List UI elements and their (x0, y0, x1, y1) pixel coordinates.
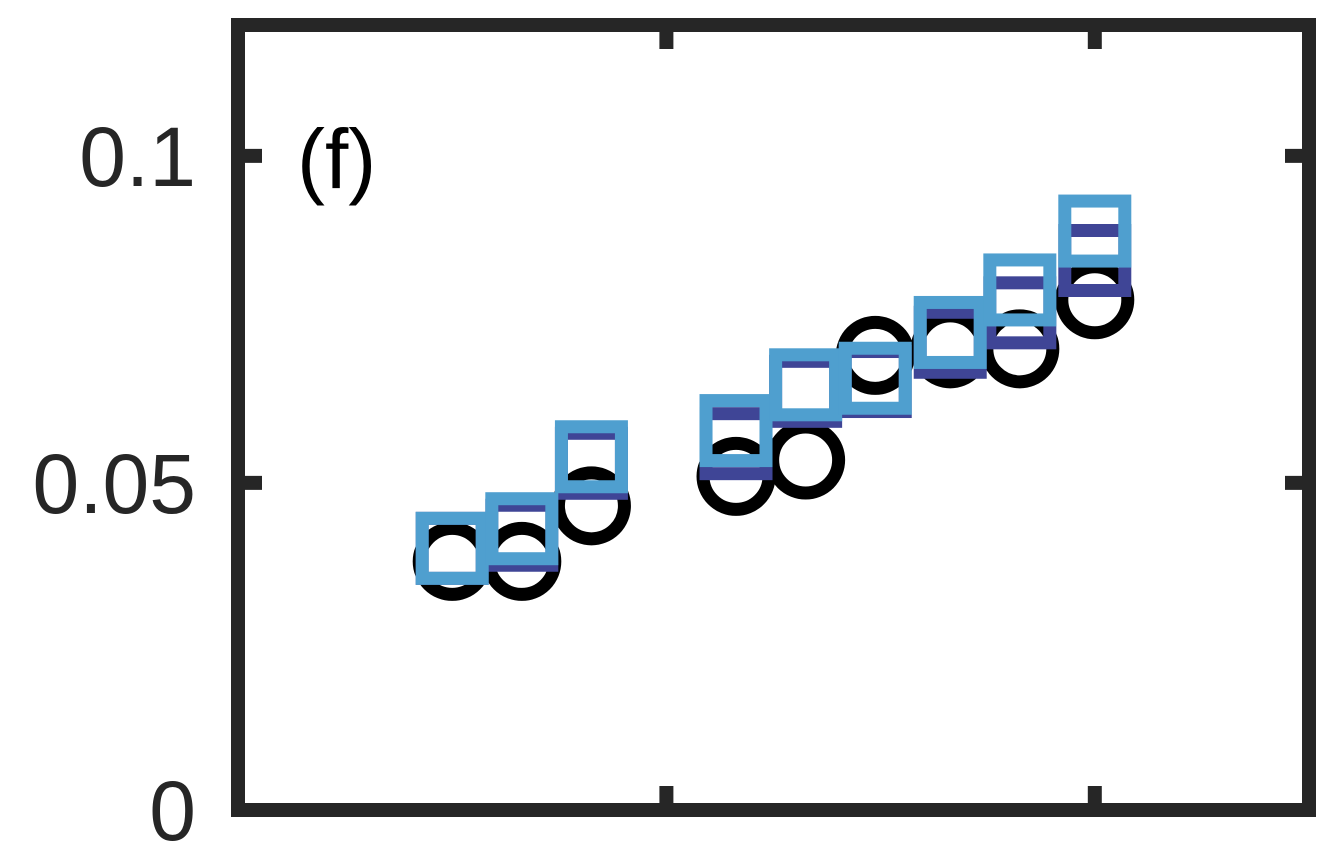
series-3 (415, 194, 1132, 585)
square-point (554, 420, 628, 494)
square-point (983, 253, 1057, 327)
plot-frame (231, 18, 1316, 817)
square-point (913, 295, 987, 369)
data-marks (412, 194, 1135, 601)
circle-point (551, 466, 631, 546)
square-point (769, 348, 843, 422)
square-point (1058, 194, 1132, 268)
circle-point (1055, 260, 1135, 340)
square-point (415, 511, 489, 585)
square-point (699, 394, 773, 468)
y-tick-label: 0 (149, 764, 196, 845)
square-point (485, 492, 559, 566)
y-tick-labels: 0 0.05 0.1 (33, 110, 197, 850)
square-point (838, 341, 912, 415)
circle-point (766, 420, 846, 500)
y-tick-label: 0.05 (33, 437, 197, 531)
y-tick-label: 0.1 (79, 110, 196, 204)
panel-label: (f) (297, 112, 376, 206)
